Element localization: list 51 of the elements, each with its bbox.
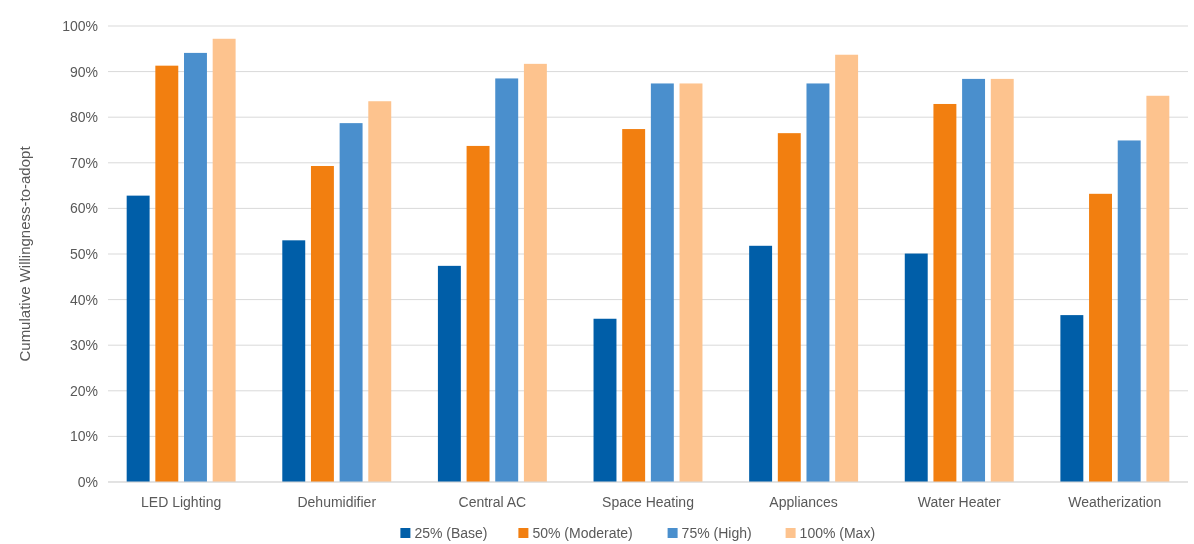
bar — [593, 318, 617, 482]
y-tick-label: 50% — [69, 245, 98, 262]
y-axis-title: Cumulative Willingness-to-adopt — [16, 145, 33, 362]
y-tick-label: 70% — [69, 154, 98, 171]
bar — [1060, 315, 1084, 482]
bar — [282, 240, 306, 482]
y-tick-label: 20% — [69, 382, 98, 399]
x-tick-label: Appliances — [769, 494, 838, 510]
bar — [1146, 95, 1170, 482]
x-tick-label: Dehumidifier — [297, 494, 377, 510]
x-tick-label: Weatherization — [1068, 494, 1162, 510]
bar — [339, 123, 363, 482]
bar — [835, 54, 859, 482]
bar — [310, 165, 334, 482]
x-tick-label: Central AC — [458, 494, 527, 510]
bar — [933, 103, 957, 482]
y-tick-label: 60% — [69, 200, 98, 217]
y-tick-label: 80% — [69, 109, 98, 126]
x-tick-label: Water Heater — [917, 494, 1001, 510]
y-tick-label: 0% — [77, 473, 98, 490]
bar — [437, 265, 461, 482]
bar — [126, 195, 150, 482]
bar — [904, 253, 928, 482]
legend-label: 75% (High) — [681, 524, 752, 541]
bar — [212, 38, 236, 482]
bar — [679, 83, 703, 482]
x-tick-label: Space Heating — [602, 494, 694, 510]
bar — [523, 63, 547, 482]
legend-label: 50% (Moderate) — [532, 524, 633, 541]
legend-label: 25% (Base) — [414, 524, 488, 541]
bar — [990, 78, 1014, 482]
bar — [155, 65, 179, 482]
bar — [622, 129, 646, 482]
y-tick-label: 40% — [69, 291, 98, 308]
bar — [650, 83, 674, 482]
bar — [184, 52, 207, 482]
legend-label: 100% (Max) — [799, 524, 876, 541]
y-tick-label: 10% — [69, 428, 98, 445]
bar — [466, 145, 490, 482]
bar — [777, 133, 801, 482]
x-tick-label: LED Lighting — [141, 494, 222, 510]
bar — [806, 83, 830, 482]
bar — [749, 245, 773, 482]
bar — [1117, 140, 1141, 482]
y-tick-label: 90% — [69, 63, 98, 80]
bar — [1089, 193, 1112, 482]
bar — [368, 101, 392, 482]
y-tick-label: 30% — [69, 337, 98, 354]
y-tick-label: 100% — [62, 17, 98, 34]
bar — [962, 78, 986, 482]
bar — [495, 78, 519, 482]
